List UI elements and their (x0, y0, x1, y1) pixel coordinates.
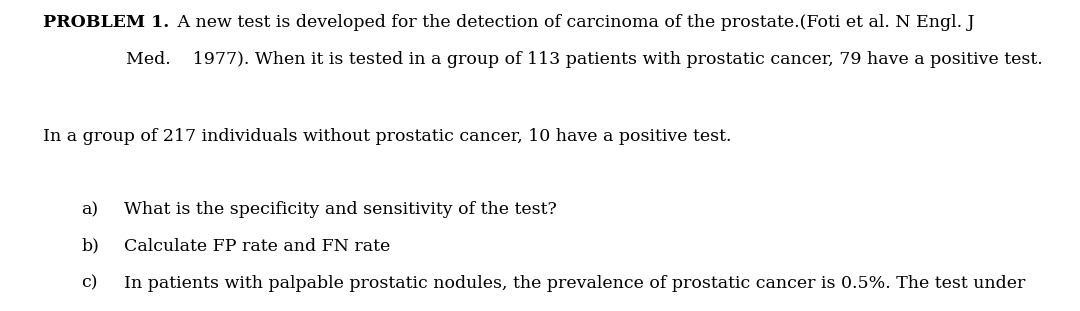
Text: In patients with palpable prostatic nodules, the prevalence of prostatic cancer : In patients with palpable prostatic nodu… (124, 275, 1026, 291)
Text: Med.    1977). When it is tested in a group of 113 patients with prostatic cance: Med. 1977). When it is tested in a group… (126, 51, 1043, 68)
Text: A new test is developed for the detection of carcinoma of the prostate.(Foti et : A new test is developed for the detectio… (172, 14, 974, 31)
Text: a): a) (81, 201, 98, 218)
Text: PROBLEM 1.: PROBLEM 1. (43, 14, 170, 31)
Text: b): b) (81, 238, 99, 255)
Text: In a group of 217 individuals without prostatic cancer, 10 have a positive test.: In a group of 217 individuals without pr… (43, 128, 732, 145)
Text: What is the specificity and sensitivity of the test?: What is the specificity and sensitivity … (124, 201, 557, 218)
Text: c): c) (81, 275, 97, 291)
Text: Calculate FP rate and FN rate: Calculate FP rate and FN rate (124, 238, 391, 255)
